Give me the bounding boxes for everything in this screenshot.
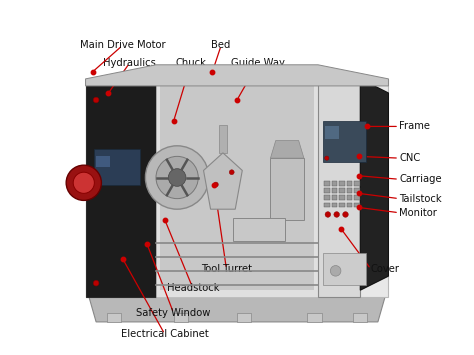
Bar: [323, 253, 365, 285]
Bar: [325, 126, 339, 139]
Polygon shape: [203, 153, 242, 209]
Bar: [318, 79, 360, 297]
Bar: [346, 202, 352, 207]
Bar: [323, 121, 365, 162]
Bar: [219, 125, 227, 153]
Bar: [324, 189, 330, 193]
Bar: [339, 181, 345, 186]
Circle shape: [229, 170, 234, 175]
Circle shape: [66, 165, 101, 200]
Bar: [308, 313, 321, 322]
Text: Guide Way: Guide Way: [231, 58, 285, 68]
Text: Electrical Cabinet: Electrical Cabinet: [121, 329, 209, 339]
Bar: [339, 189, 345, 193]
Bar: [332, 181, 337, 186]
Bar: [324, 202, 330, 207]
Bar: [339, 202, 345, 207]
Polygon shape: [271, 141, 304, 158]
Circle shape: [213, 182, 219, 187]
Bar: [96, 156, 110, 167]
Circle shape: [168, 169, 186, 186]
Bar: [237, 313, 251, 322]
Bar: [173, 313, 188, 322]
Bar: [156, 79, 318, 297]
Bar: [346, 181, 352, 186]
Bar: [107, 313, 121, 322]
Text: CNC: CNC: [399, 153, 420, 163]
Text: Chuck: Chuck: [176, 58, 207, 68]
Bar: [94, 149, 140, 185]
Text: Main Drive Motor: Main Drive Motor: [80, 40, 165, 50]
Polygon shape: [89, 297, 385, 322]
Text: Safety Window: Safety Window: [137, 308, 211, 318]
Circle shape: [334, 212, 339, 217]
Text: Bed: Bed: [211, 40, 231, 50]
Circle shape: [325, 156, 329, 160]
Text: Tool Turret: Tool Turret: [201, 264, 252, 274]
Bar: [339, 196, 345, 200]
Bar: [332, 189, 337, 193]
Circle shape: [93, 280, 99, 286]
Bar: [324, 196, 330, 200]
Polygon shape: [85, 79, 156, 297]
Text: Headstock: Headstock: [167, 283, 219, 294]
Bar: [324, 181, 330, 186]
Circle shape: [146, 146, 209, 209]
Circle shape: [325, 212, 331, 217]
Bar: [346, 189, 352, 193]
Bar: [332, 202, 337, 207]
Text: Hydraulics: Hydraulics: [103, 58, 156, 68]
Bar: [354, 202, 360, 207]
Text: Cover: Cover: [371, 264, 400, 274]
Circle shape: [330, 266, 341, 276]
Bar: [234, 218, 284, 241]
Bar: [332, 196, 337, 200]
Text: Monitor: Monitor: [399, 208, 437, 218]
Polygon shape: [160, 86, 314, 290]
Polygon shape: [360, 79, 389, 290]
Bar: [354, 196, 360, 200]
Circle shape: [156, 156, 198, 199]
Circle shape: [73, 172, 94, 193]
Polygon shape: [85, 79, 389, 297]
Bar: [354, 181, 360, 186]
Text: Carriage: Carriage: [399, 174, 442, 184]
Bar: [354, 189, 360, 193]
Bar: [271, 158, 304, 220]
Text: Tailstock: Tailstock: [399, 193, 442, 204]
Bar: [353, 313, 367, 322]
Circle shape: [93, 97, 99, 103]
Text: Frame: Frame: [399, 121, 430, 131]
Bar: [346, 196, 352, 200]
Circle shape: [343, 212, 348, 217]
Polygon shape: [85, 65, 389, 86]
